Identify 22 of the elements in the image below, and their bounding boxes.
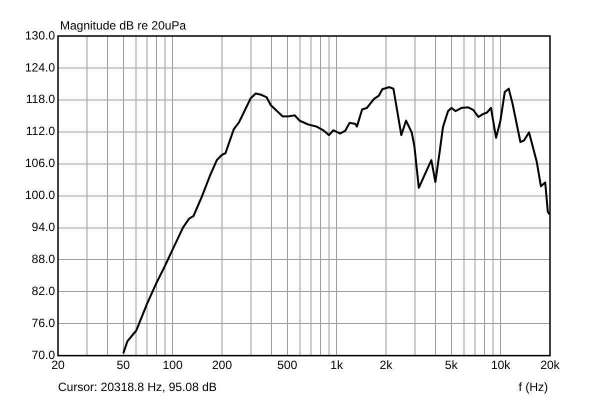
x-tick-label: 500 [277,358,298,372]
y-tick-label: 88.0 [32,252,56,266]
y-tick-label: 100.0 [24,188,56,202]
y-tick-label: 94.0 [32,220,56,234]
x-tick-label: 10k [490,358,512,372]
y-tick-label: 118.0 [26,92,56,106]
x-tick-label: 50 [116,358,130,372]
x-tick-label: 200 [212,358,232,372]
y-tick-label: 76.0 [32,316,56,330]
y-tick-label: 124.0 [24,60,56,74]
y-tick-label: 112.0 [26,124,56,138]
y-axis-title: Magnitude dB re 20uPa [60,18,186,32]
y-tick-label: 130.0 [24,28,56,42]
y-tick-label: 82.0 [32,284,56,298]
x-tick-label: 1k [330,358,344,372]
y-tick-label: 106.0 [24,156,56,170]
x-tick-label: 5k [444,358,459,372]
x-tick-label: 2k [380,358,394,372]
text: Cursor: 20318.8 Hz, 95.08 dB [58,380,217,394]
x-tick-label: 20k [540,358,561,372]
x-axis-title: f (Hz) [518,380,548,394]
x-tick-label: 100 [162,358,183,372]
